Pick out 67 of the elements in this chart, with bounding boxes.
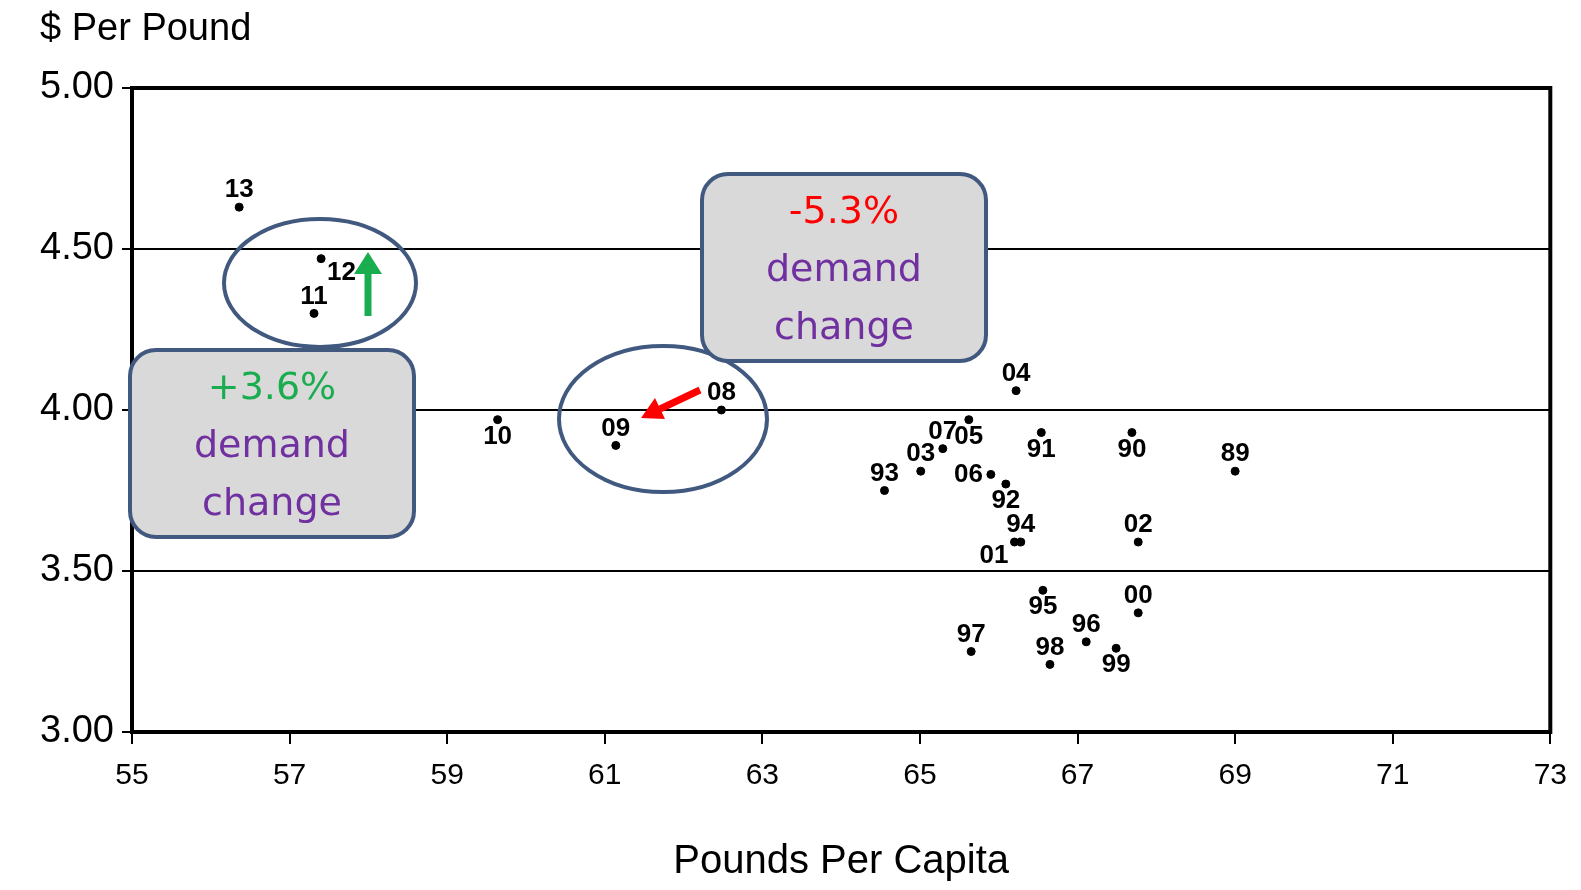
- point: [966, 647, 976, 656]
- point: [716, 405, 726, 415]
- series-label: 90: [1117, 432, 1147, 463]
- point: [234, 202, 244, 212]
- y-tick-label: 4.00: [40, 386, 114, 429]
- callout-box: -5.3% demand change: [700, 172, 988, 363]
- y-tick-label: 4.50: [40, 225, 114, 268]
- x-tick-label: 59: [430, 757, 464, 791]
- series-label: 97: [956, 617, 986, 648]
- annotation: -5.3%: [787, 186, 901, 234]
- x-tick-label: 57: [272, 757, 307, 791]
- series-label: 01: [979, 539, 1009, 570]
- point: [964, 415, 974, 425]
- point: [611, 440, 621, 450]
- x-tick-label: 55: [115, 757, 149, 791]
- point: [1045, 659, 1055, 669]
- series-label: 11: [300, 279, 328, 310]
- point: [1001, 479, 1011, 489]
- series-label: 13: [224, 173, 254, 204]
- point: [1081, 637, 1091, 647]
- point: [880, 486, 889, 495]
- point: [1011, 386, 1021, 396]
- series-label: 96: [1071, 608, 1101, 639]
- x-axis-title: Pounds Per Capita: [673, 837, 1010, 882]
- point: [1133, 537, 1143, 547]
- y-tick-label: 5.00: [40, 64, 114, 107]
- point: [316, 254, 326, 264]
- x-tick-label: 69: [1218, 757, 1252, 791]
- point: [986, 469, 996, 479]
- x-tick-label: 65: [903, 757, 937, 791]
- x-tick-label: 67: [1060, 757, 1095, 791]
- point: [1111, 643, 1121, 653]
- annotation: demand change: [765, 244, 923, 350]
- point: [938, 444, 948, 454]
- series-label: 95: [1028, 590, 1058, 621]
- point: [1038, 585, 1048, 595]
- annotation: demand change: [193, 420, 351, 526]
- series-label: 00: [1123, 579, 1153, 610]
- point: [1133, 608, 1143, 618]
- series-label: 99: [1101, 648, 1131, 679]
- series-label: 02: [1123, 508, 1153, 539]
- series-label: 08: [706, 376, 736, 407]
- series-label: 93: [870, 456, 899, 487]
- series-label: 04: [1001, 356, 1032, 387]
- x-tick-label: 61: [588, 757, 622, 791]
- series-label: 09: [601, 411, 631, 442]
- series-label: 10: [483, 419, 513, 450]
- x-tick-label: 71: [1376, 757, 1410, 791]
- y-tick-label: 3.50: [40, 547, 114, 590]
- series-label: 89: [1220, 437, 1250, 468]
- y-tick-label: 3.00: [40, 708, 114, 751]
- point: [493, 415, 503, 425]
- point: [1230, 466, 1240, 476]
- series-label: 98: [1035, 630, 1065, 661]
- series-label: 12: [327, 255, 357, 286]
- callout-box: +3.6% demand change: [128, 348, 416, 539]
- point: [916, 466, 926, 476]
- x-tick-label: 63: [745, 757, 780, 791]
- series-label: 91: [1026, 432, 1056, 463]
- x-tick-label: 73: [1533, 757, 1567, 791]
- point: [309, 308, 319, 318]
- annotation: +3.6%: [206, 362, 338, 410]
- point: [1127, 428, 1137, 438]
- y-axis-title: $ Per Pound: [40, 6, 252, 49]
- point: [1016, 537, 1026, 547]
- point: [1036, 428, 1046, 438]
- series-label: 06: [953, 457, 983, 488]
